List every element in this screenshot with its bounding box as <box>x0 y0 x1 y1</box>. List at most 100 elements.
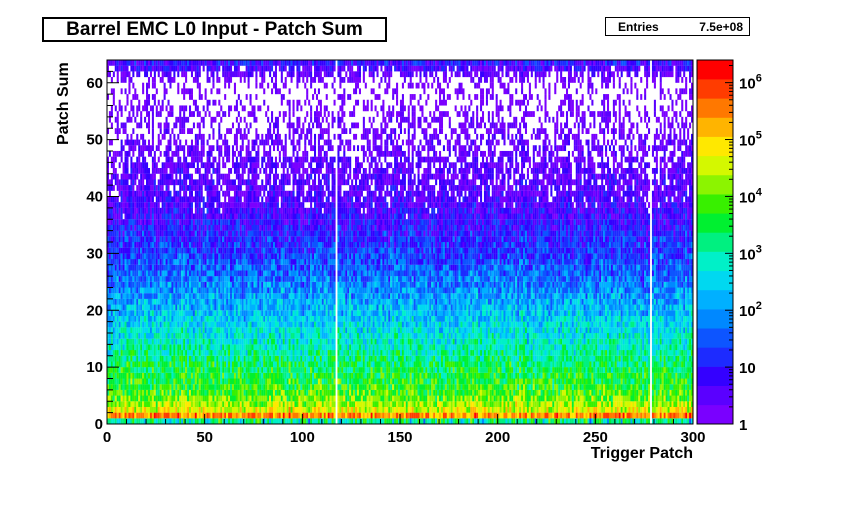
heatmap-cell <box>151 264 154 271</box>
heatmap-cell <box>116 298 119 305</box>
heatmap-cell <box>269 389 272 396</box>
heatmap-cell <box>128 116 131 123</box>
heatmap-cell <box>120 65 123 72</box>
heatmap-cell <box>208 162 211 169</box>
heatmap-cell <box>263 202 266 208</box>
heatmap-cell <box>228 418 231 425</box>
heatmap-cell <box>187 372 190 379</box>
heatmap-cell <box>192 395 195 402</box>
heatmap-cell <box>239 264 242 271</box>
heatmap-cell <box>245 406 248 413</box>
heatmap-cell <box>210 321 213 328</box>
heatmap-cell <box>276 355 279 362</box>
heatmap-cell <box>169 230 172 237</box>
heatmap-cell <box>151 196 154 203</box>
heatmap-cell <box>251 378 254 385</box>
heatmap-cell <box>239 179 242 186</box>
heatmap-cell <box>257 270 260 277</box>
heatmap-cell <box>259 259 262 265</box>
heatmap-cell <box>165 338 168 345</box>
heatmap-cell <box>288 361 291 368</box>
heatmap-cell <box>202 264 205 271</box>
heatmap-cell <box>247 156 250 163</box>
heatmap-cell <box>108 372 111 379</box>
heatmap-cell <box>226 276 229 282</box>
heatmap-cell <box>159 224 162 231</box>
heatmap-cell <box>159 321 162 328</box>
heatmap-cell <box>112 173 115 180</box>
heatmap-cell <box>163 327 166 334</box>
heatmap-cell <box>271 401 274 407</box>
heatmap-cell <box>214 401 217 407</box>
heatmap-cell <box>114 412 117 419</box>
heatmap-cell <box>212 350 215 356</box>
heatmap-cell <box>263 355 266 362</box>
heatmap-cell <box>245 133 248 140</box>
heatmap-cell <box>181 196 184 203</box>
heatmap-cell <box>157 338 160 345</box>
heatmap-cell <box>194 298 197 305</box>
heatmap-cell <box>276 213 279 220</box>
heatmap-cell <box>126 99 129 106</box>
heatmap-cell <box>206 207 209 214</box>
heatmap-cell <box>263 384 266 390</box>
heatmap-cell <box>146 338 149 345</box>
heatmap-cell <box>267 315 270 322</box>
heatmap-cell <box>161 253 164 260</box>
heatmap-cell <box>128 287 131 294</box>
heatmap-cell <box>128 378 131 385</box>
heatmap-cell <box>161 77 164 83</box>
heatmap-cell <box>224 71 227 78</box>
heatmap-cell <box>222 236 225 243</box>
heatmap-cell <box>224 367 227 373</box>
heatmap-cell <box>108 406 111 413</box>
heatmap-cell <box>136 321 139 328</box>
heatmap-cell <box>241 418 244 425</box>
heatmap-cell <box>171 77 174 83</box>
heatmap-cell <box>126 202 129 208</box>
heatmap-cell <box>202 173 205 180</box>
heatmap-cell <box>188 412 192 419</box>
heatmap-cell <box>120 88 123 95</box>
heatmap-cell <box>220 247 223 254</box>
heatmap-cell <box>218 259 221 265</box>
heatmap-cell <box>132 298 135 305</box>
heatmap-cell <box>249 224 252 231</box>
heatmap-cell <box>200 372 203 379</box>
heatmap-cell <box>220 253 223 260</box>
heatmap-cell <box>183 94 186 100</box>
heatmap-cell <box>261 207 264 214</box>
heatmap-cell <box>187 378 190 385</box>
heatmap-cell <box>140 162 143 169</box>
heatmap-cell <box>230 384 233 390</box>
heatmap-cell <box>230 196 233 203</box>
heatmap-cell <box>280 367 283 373</box>
heatmap-cell <box>142 327 145 334</box>
heatmap-cell <box>241 315 244 322</box>
entries-value: 7.5e+08 <box>699 20 743 34</box>
heatmap-cell <box>288 401 291 407</box>
heatmap-cell <box>175 59 178 66</box>
heatmap-cell <box>269 122 272 129</box>
heatmap-cell <box>130 389 133 396</box>
heatmap-cell <box>165 418 168 425</box>
heatmap-cell <box>245 196 248 203</box>
heatmap-cell <box>153 185 156 191</box>
heatmap-cell <box>269 372 272 379</box>
heatmap-cell <box>265 389 268 396</box>
heatmap-cell <box>181 145 184 152</box>
heatmap-cell <box>261 395 264 402</box>
heatmap-cell <box>146 287 149 294</box>
heatmap-cell <box>257 384 260 390</box>
heatmap-cell <box>286 99 289 106</box>
heatmap-cell <box>224 401 227 407</box>
heatmap-cell <box>286 156 289 163</box>
heatmap-cell <box>128 389 131 396</box>
heatmap-cell <box>130 190 133 197</box>
heatmap-cell <box>132 230 135 237</box>
heatmap-cell <box>144 332 147 339</box>
heatmap-cell <box>188 367 192 373</box>
heatmap-cell <box>222 338 225 345</box>
heatmap-cell <box>208 355 211 362</box>
heatmap-cell <box>165 190 168 197</box>
